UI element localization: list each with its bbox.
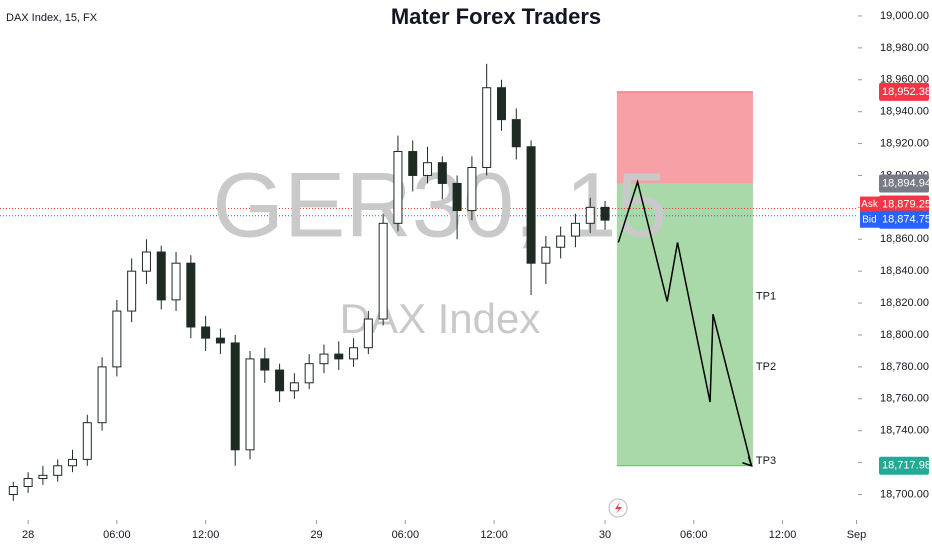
candle-body bbox=[526, 146, 536, 264]
candle-body bbox=[437, 162, 447, 184]
candle-body bbox=[141, 251, 151, 272]
candle-body bbox=[393, 151, 403, 224]
candle-body bbox=[230, 342, 240, 451]
watermark-sub: DAX Index bbox=[340, 295, 541, 342]
x-tick-label: 12:00 bbox=[769, 529, 797, 541]
quote-name-box bbox=[860, 211, 879, 228]
y-tick-label: 18,980.00 bbox=[880, 42, 929, 54]
candle-body bbox=[349, 347, 359, 360]
y-tick-label: 18,960.00 bbox=[880, 74, 929, 86]
arrow-head bbox=[742, 456, 753, 467]
candle-body bbox=[8, 486, 18, 495]
candle-body bbox=[467, 166, 477, 212]
candle-body bbox=[289, 382, 299, 392]
candle-body bbox=[186, 262, 196, 328]
stop-tag-label: 18,952.38 bbox=[882, 86, 931, 98]
x-tick-label: 12:00 bbox=[192, 529, 220, 541]
tp-label: TP3 bbox=[756, 455, 776, 467]
y-tick-label: 18,760.00 bbox=[880, 393, 929, 405]
y-tick-label: 18,940.00 bbox=[880, 106, 929, 118]
candle-body bbox=[171, 262, 181, 301]
quote-tag bbox=[879, 210, 929, 229]
quote-tag-label: 18,874.75 bbox=[882, 214, 931, 226]
entry-tag bbox=[879, 174, 929, 193]
target-tag bbox=[879, 456, 929, 475]
stop-tag bbox=[879, 82, 929, 101]
y-tick-label: 18,920.00 bbox=[880, 137, 929, 149]
y-tick-label: 18,820.00 bbox=[880, 297, 929, 309]
y-tick-label: 18,800.00 bbox=[880, 329, 929, 341]
candle-body bbox=[334, 353, 344, 360]
candle-body bbox=[112, 310, 122, 368]
candle-body bbox=[215, 337, 225, 344]
x-tick-label: Sep bbox=[847, 529, 867, 541]
quote-name: Ask bbox=[861, 199, 879, 210]
candle-body bbox=[511, 119, 521, 148]
candle-body bbox=[570, 222, 580, 237]
candle-body bbox=[496, 87, 506, 121]
candle-body bbox=[82, 422, 92, 460]
symbol-label: DAX Index, 15, FX bbox=[6, 12, 98, 24]
stop-zone bbox=[616, 91, 753, 184]
x-tick-label: 30 bbox=[599, 529, 611, 541]
candle-body bbox=[260, 358, 270, 371]
tp-label: TP1 bbox=[756, 291, 776, 303]
candle-body bbox=[38, 474, 48, 480]
y-tick-label: 18,840.00 bbox=[880, 265, 929, 277]
candle-body bbox=[304, 363, 314, 384]
target-tag-label: 18,717.98 bbox=[882, 460, 931, 472]
y-tick-label: 18,780.00 bbox=[880, 361, 929, 373]
chart-title: Mater Forex Traders bbox=[391, 4, 601, 29]
candle-body bbox=[156, 251, 166, 301]
x-tick-label: 06:00 bbox=[103, 529, 131, 541]
tp-label: TP2 bbox=[756, 361, 776, 373]
x-tick-label: 06:00 bbox=[392, 529, 420, 541]
x-tick-label: 06:00 bbox=[680, 529, 708, 541]
entry-tag-label: 18,894.94 bbox=[882, 177, 931, 189]
quote-tag bbox=[879, 195, 929, 214]
candle-body bbox=[482, 87, 492, 168]
candle-body bbox=[378, 222, 388, 320]
candle-body bbox=[23, 478, 33, 488]
candle-body bbox=[541, 246, 551, 264]
x-tick-label: 29 bbox=[310, 529, 322, 541]
candle-body bbox=[556, 235, 566, 248]
quote-name-box bbox=[860, 196, 879, 213]
candle-body bbox=[275, 369, 285, 392]
quote-tag-label: 18,879.25 bbox=[882, 198, 931, 210]
projection-path bbox=[617, 179, 753, 466]
candle-body bbox=[363, 318, 373, 349]
target-zone bbox=[616, 183, 753, 466]
x-tick-label: 28 bbox=[22, 529, 34, 541]
candle-body bbox=[452, 182, 462, 212]
y-tick-label: 19,000.00 bbox=[880, 10, 929, 22]
candle-body bbox=[408, 151, 418, 176]
quote-name: Bid bbox=[862, 214, 876, 225]
lightning-icon[interactable] bbox=[608, 498, 628, 518]
y-tick-label: 18,740.00 bbox=[880, 425, 929, 437]
candle-body bbox=[127, 270, 137, 312]
candle-body bbox=[600, 206, 610, 221]
x-tick-label: 12:00 bbox=[480, 529, 508, 541]
candle-body bbox=[245, 358, 255, 451]
candle-body bbox=[423, 162, 433, 176]
y-tick-label: 18,700.00 bbox=[880, 488, 929, 500]
candle-body bbox=[585, 206, 595, 224]
y-tick-label: 18,860.00 bbox=[880, 233, 929, 245]
candle-body bbox=[319, 353, 329, 365]
candle-body bbox=[67, 458, 77, 467]
candle-body bbox=[53, 465, 63, 476]
candle-body bbox=[201, 326, 211, 339]
candle-body bbox=[97, 366, 107, 424]
